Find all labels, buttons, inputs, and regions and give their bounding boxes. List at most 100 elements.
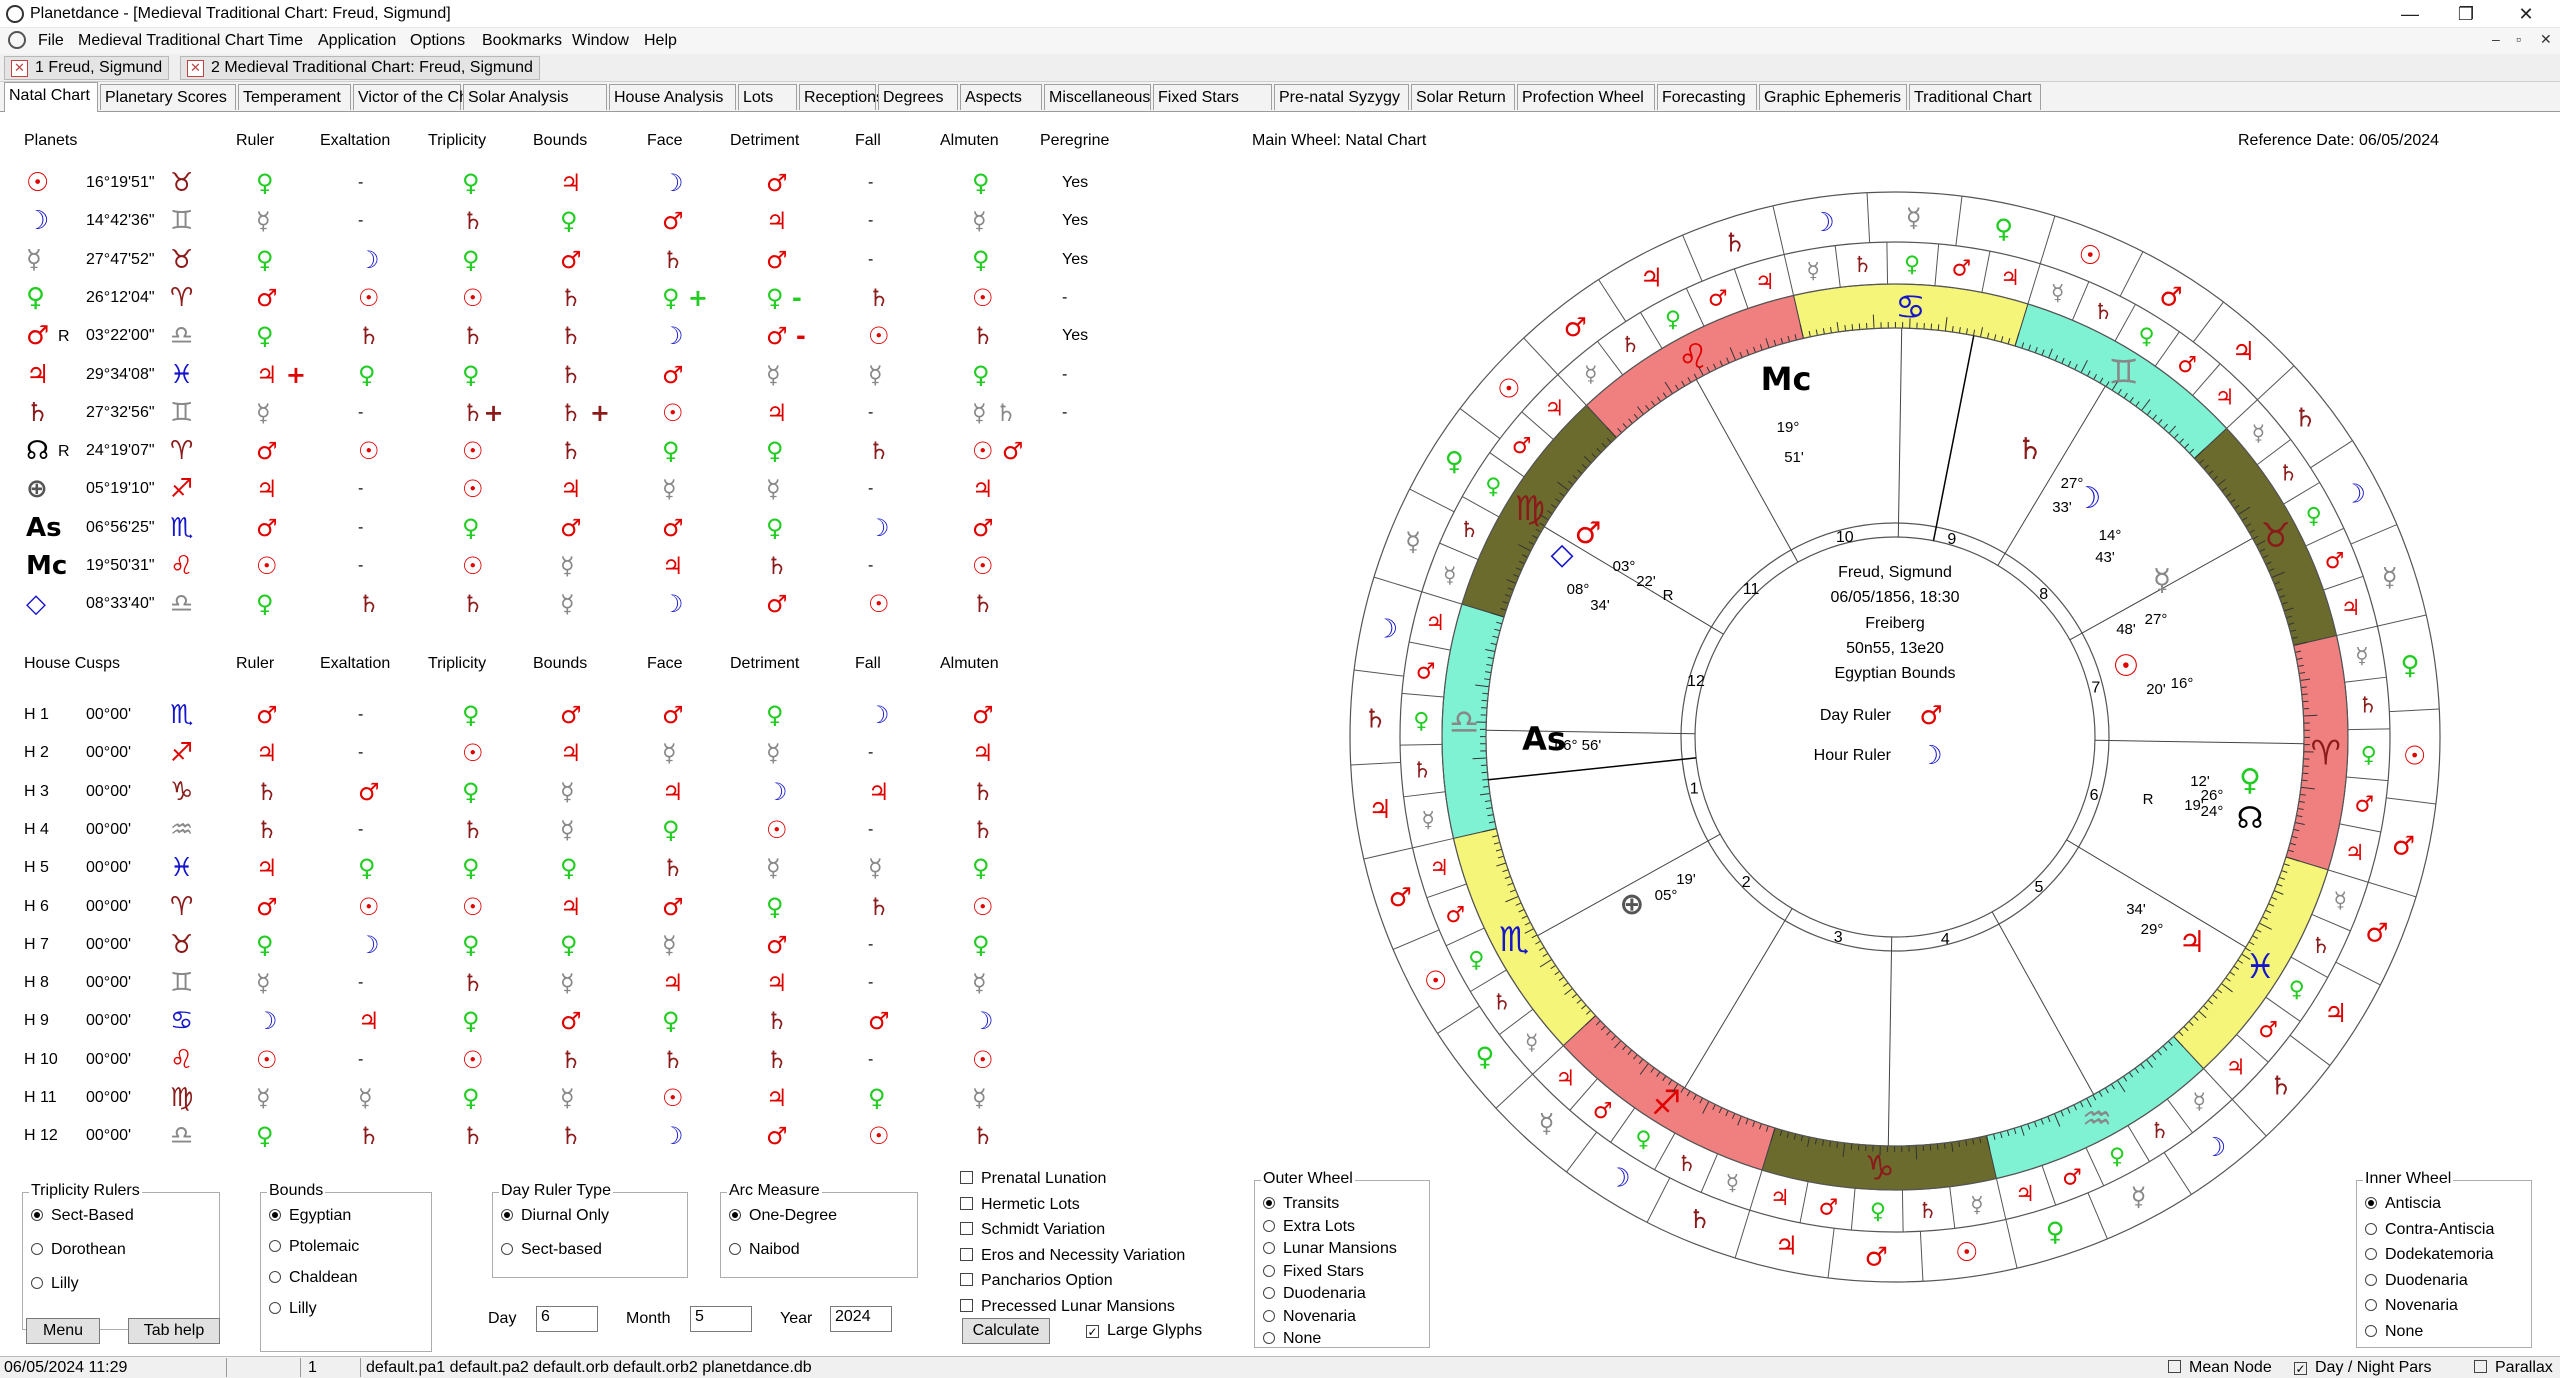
- checkbox-box[interactable]: [960, 1196, 973, 1210]
- tab-receptions[interactable]: Receptions: [799, 84, 884, 110]
- close-button[interactable]: ✕: [2518, 4, 2534, 24]
- bounds-group-option[interactable]: Chaldean: [269, 1269, 358, 1287]
- radio-dot[interactable]: [501, 1209, 513, 1221]
- outer-wheel-group-option[interactable]: Lunar Mansions: [1263, 1240, 1397, 1258]
- radio-dot[interactable]: [1263, 1287, 1275, 1299]
- inner-wheel-group-option[interactable]: Contra-Antiscia: [2365, 1221, 2494, 1239]
- radio-dot[interactable]: [729, 1243, 741, 1255]
- arc-measure-group-option[interactable]: One-Degree: [729, 1207, 837, 1225]
- radio-dot[interactable]: [1263, 1309, 1275, 1322]
- tab-graphic-ephemeris[interactable]: Graphic Ephemeris: [1759, 84, 1907, 110]
- option-checkbox[interactable]: Pancharios Option: [960, 1272, 1113, 1290]
- day-ruler-type-group-option[interactable]: Diurnal Only: [501, 1207, 609, 1225]
- outer-wheel-group-option[interactable]: Extra Lots: [1263, 1218, 1355, 1236]
- radio-dot[interactable]: [269, 1271, 281, 1283]
- option-checkbox[interactable]: Hermetic Lots: [960, 1196, 1080, 1214]
- outer-wheel-group-option[interactable]: None: [1263, 1330, 1321, 1348]
- option-checkbox[interactable]: Prenatal Lunation: [960, 1170, 1106, 1188]
- outer-wheel-group-option[interactable]: Fixed Stars: [1263, 1263, 1364, 1281]
- outer-wheel-group-option[interactable]: Transits: [1263, 1195, 1339, 1213]
- menu-application[interactable]: Application: [318, 32, 397, 49]
- tab-miscellaneous[interactable]: Miscellaneous: [1044, 84, 1151, 110]
- month-input[interactable]: 5: [690, 1306, 752, 1332]
- inner-wheel-group-option[interactable]: Antiscia: [2365, 1195, 2441, 1213]
- mean-node-checkbox[interactable]: Mean Node: [2168, 1359, 2272, 1377]
- tab-fixed-stars[interactable]: Fixed Stars: [1153, 84, 1272, 110]
- checkbox-box[interactable]: [960, 1247, 973, 1261]
- triplicity-rulers-group-option[interactable]: Dorothean: [31, 1241, 126, 1259]
- checkbox-box[interactable]: [960, 1273, 973, 1286]
- radio-dot[interactable]: [31, 1243, 43, 1255]
- day-night-pars-checkbox[interactable]: ✓ Day / Night Pars: [2294, 1359, 2432, 1376]
- radio-dot[interactable]: [1263, 1197, 1275, 1209]
- tab-solar-analysis[interactable]: Solar Analysis: [463, 84, 607, 110]
- radio-dot[interactable]: [1263, 1264, 1275, 1277]
- radio-dot[interactable]: [1263, 1242, 1275, 1254]
- calculate-button[interactable]: Calculate: [962, 1318, 1050, 1344]
- tab-pre-natal-syzygy[interactable]: Pre-natal Syzygy: [1274, 84, 1409, 110]
- mdi-icon[interactable]: [8, 31, 26, 49]
- radio-dot[interactable]: [31, 1277, 43, 1289]
- menu-file[interactable]: File: [38, 32, 64, 49]
- close-icon[interactable]: ✕: [11, 60, 28, 77]
- tab-help-button[interactable]: Tab help: [128, 1318, 220, 1344]
- radio-dot[interactable]: [2365, 1273, 2377, 1286]
- mdi-restore-button[interactable]: ▫: [2516, 31, 2521, 47]
- radio-dot[interactable]: [31, 1209, 43, 1221]
- radio-dot[interactable]: [269, 1209, 281, 1221]
- option-checkbox[interactable]: Eros and Necessity Variation: [960, 1247, 1185, 1265]
- checkbox-box[interactable]: [960, 1298, 973, 1312]
- triplicity-rulers-group-option[interactable]: Sect-Based: [31, 1207, 134, 1225]
- tab-house-analysis[interactable]: House Analysis: [609, 84, 736, 110]
- triplicity-rulers-group-option[interactable]: Lilly: [31, 1275, 79, 1293]
- inner-wheel-group-option[interactable]: Novenaria: [2365, 1297, 2458, 1315]
- bounds-group-option[interactable]: Ptolemaic: [269, 1238, 359, 1256]
- natal-chart-wheel[interactable]: ♈♉♊♋♌♍♎♏♐♑♒♓♂☉♀☿☽♄♃♂☉♀☿☽♄♃♂☉♀☿☽♄♃♂☉♀☿☽♄♃…: [1330, 182, 2460, 1292]
- tab-traditional-chart[interactable]: Traditional Chart: [1909, 84, 2041, 110]
- tab-forecasting[interactable]: Forecasting: [1657, 84, 1757, 110]
- mdi-minimize-button[interactable]: –: [2492, 31, 2500, 47]
- tab-planetary-scores[interactable]: Planetary Scores: [100, 84, 236, 110]
- minimize-button[interactable]: —: [2401, 4, 2419, 24]
- radio-dot[interactable]: [729, 1209, 741, 1221]
- bounds-group-option[interactable]: Lilly: [269, 1300, 317, 1318]
- option-checkbox[interactable]: Precessed Lunar Mansions: [960, 1298, 1175, 1316]
- day-ruler-type-group-option[interactable]: Sect-based: [501, 1241, 602, 1259]
- inner-wheel-group-option[interactable]: Dodekatemoria: [2365, 1246, 2494, 1264]
- outer-wheel-group-option[interactable]: Novenaria: [1263, 1308, 1356, 1326]
- radio-dot[interactable]: [1263, 1332, 1275, 1344]
- radio-dot[interactable]: [2365, 1324, 2377, 1337]
- menu-button[interactable]: Menu: [26, 1318, 100, 1344]
- checkbox-box[interactable]: [960, 1222, 973, 1235]
- large-glyphs-checkbox[interactable]: ✓ Large Glyphs: [1086, 1322, 1202, 1340]
- tab-aspects[interactable]: Aspects: [960, 84, 1042, 110]
- tab-temperament[interactable]: Temperament: [238, 84, 351, 110]
- checkbox-box[interactable]: ✓: [1086, 1325, 1099, 1339]
- radio-dot[interactable]: [269, 1240, 281, 1252]
- close-icon[interactable]: ✕: [187, 60, 204, 77]
- doc-tab-2[interactable]: ✕ 2 Medieval Traditional Chart: Freud, S…: [180, 56, 540, 80]
- tab-natal-chart[interactable]: Natal Chart: [4, 82, 98, 112]
- day-input[interactable]: 6: [536, 1306, 598, 1332]
- option-checkbox[interactable]: Schmidt Variation: [960, 1221, 1105, 1239]
- menu-chart[interactable]: Medieval Traditional Chart: [78, 32, 264, 49]
- doc-tab-1[interactable]: ✕ 1 Freud, Sigmund: [4, 56, 170, 80]
- menu-options[interactable]: Options: [410, 32, 466, 49]
- tab-profection-wheel[interactable]: Profection Wheel: [1517, 84, 1655, 110]
- menu-window[interactable]: Window: [572, 32, 629, 49]
- tab-degrees[interactable]: Degrees: [878, 84, 958, 110]
- arc-measure-group-option[interactable]: Naibod: [729, 1241, 800, 1259]
- radio-dot[interactable]: [2365, 1299, 2377, 1311]
- radio-dot[interactable]: [501, 1243, 513, 1255]
- tab-lots[interactable]: Lots: [738, 84, 797, 110]
- parallax-checkbox[interactable]: Parallax: [2474, 1359, 2553, 1377]
- outer-wheel-group-option[interactable]: Duodenaria: [1263, 1285, 1366, 1303]
- inner-wheel-group-option[interactable]: None: [2365, 1323, 2423, 1341]
- tab-victor-of-the-chart[interactable]: Victor of the Chart: [353, 84, 487, 110]
- radio-dot[interactable]: [2365, 1222, 2377, 1235]
- menu-time[interactable]: Time: [268, 32, 303, 49]
- menu-bookmarks[interactable]: Bookmarks: [482, 32, 563, 49]
- bounds-group-option[interactable]: Egyptian: [269, 1207, 351, 1225]
- mdi-close-button[interactable]: ✕: [2540, 31, 2552, 47]
- tab-solar-return[interactable]: Solar Return: [1411, 84, 1515, 110]
